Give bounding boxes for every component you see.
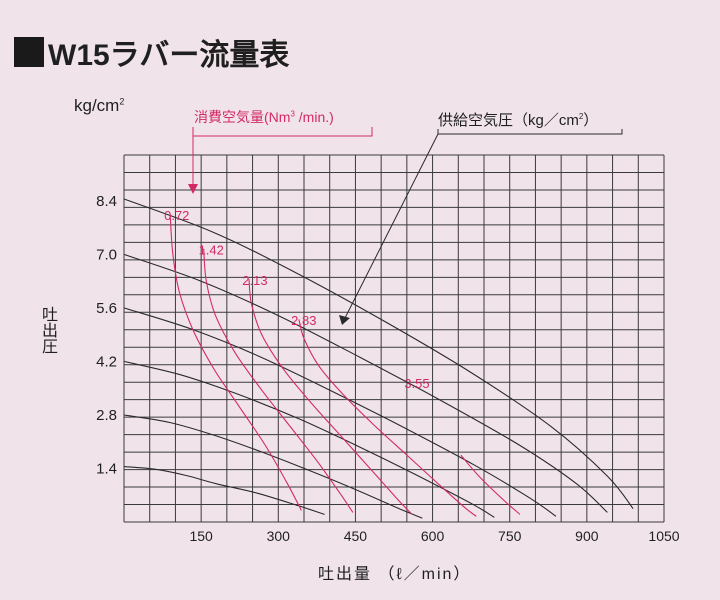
consumption-value-label: 2.83 [291, 313, 316, 328]
supply-label-suffix: ） [583, 112, 599, 129]
x-tick-label: 750 [498, 528, 522, 544]
consumption-value-label: 2.13 [242, 273, 267, 288]
y-unit-superscript: 2 [119, 96, 125, 107]
supply-label-text: 供給空気圧（kg／cm [438, 112, 579, 129]
tick-labels: 1.4 2.8 4.2 5.6 7.0 8.4 150 300 450 600 750 900 1050 [96, 193, 680, 544]
consumption-curves [169, 216, 521, 517]
chart-title-text: W15ラバー流量表 [48, 39, 290, 72]
consumption-curve [298, 319, 477, 517]
supply-pressure-curve [123, 414, 423, 519]
supply-pressure-curve [123, 466, 325, 515]
y-axis-label: 吐出圧 [39, 306, 56, 354]
x-tick-label: 1050 [648, 528, 679, 544]
y-tick-label: 4.2 [96, 353, 117, 370]
supply-pressure-curve [123, 198, 634, 509]
supply-pressure-curve [123, 360, 495, 518]
consumption-bracket [192, 127, 373, 137]
y-tick-label: 2.8 [96, 407, 117, 424]
consumption-curve [169, 216, 302, 511]
supply-arrowhead [339, 315, 350, 325]
consumption-label-superscript: 3 [290, 109, 295, 119]
consumption-legend-label: 消費空気量(Nm3 /min.) [194, 107, 334, 127]
supply-pressure-legend-label: 供給空気圧（kg／cm2） [438, 109, 598, 130]
supply-arrow-line [343, 133, 439, 321]
supply-pressure-curves [123, 198, 634, 519]
x-axis-label: 吐出量 （ℓ／min） [318, 566, 472, 583]
consumption-value-label: 0.72 [164, 208, 189, 223]
consumption-label-text: 消費空気量(Nm [194, 109, 291, 125]
grid [123, 154, 665, 523]
supply-bracket [437, 129, 623, 135]
x-tick-label: 150 [189, 528, 213, 544]
y-tick-label: 5.6 [96, 300, 117, 317]
consumption-curve [248, 279, 413, 515]
y-unit-label: kg/cm2 [74, 96, 124, 116]
consumption-curve [460, 454, 521, 515]
x-tick-label: 300 [267, 528, 291, 544]
consumption-label-suffix: /min.) [294, 109, 334, 125]
consumption-arrowhead [188, 184, 198, 194]
x-tick-label: 450 [344, 528, 368, 544]
supply-pressure-curve [123, 307, 557, 517]
y-unit-text: kg/cm [74, 96, 120, 115]
supply-pressure-curve [123, 253, 608, 513]
y-tick-label: 7.0 [96, 246, 117, 263]
y-tick-label: 8.4 [96, 193, 117, 210]
consumption-value-label: 3.55 [404, 376, 429, 391]
title-square-icon [14, 37, 44, 67]
y-tick-label: 1.4 [96, 460, 117, 477]
x-tick-label: 600 [421, 528, 445, 544]
supply-label-superscript: 2 [578, 112, 584, 121]
consumption-curve [203, 248, 354, 513]
chart-title: W15ラバー流量表 [14, 30, 289, 74]
annotations: 0.72 1.42 2.13 2.83 3.55 [164, 127, 623, 391]
x-tick-label: 900 [575, 528, 599, 544]
consumption-value-label: 1.42 [199, 242, 224, 257]
